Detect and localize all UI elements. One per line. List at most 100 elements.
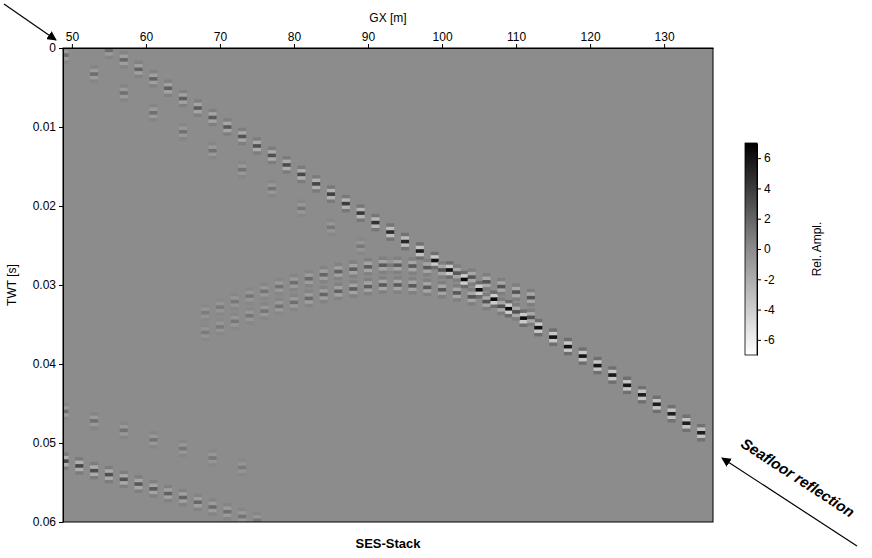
wavelet-sidelobe [90, 76, 98, 80]
wavelet [231, 320, 239, 324]
wavelet-sidelobe [549, 332, 557, 336]
wavelet-sidelobe [460, 281, 468, 285]
wavelet-sidelobe [164, 495, 172, 499]
wavelet-sidelobe [386, 257, 394, 261]
wavelet-sidelobe [90, 65, 98, 69]
wavelet-sidelobe [120, 51, 128, 55]
wavelet [453, 271, 461, 275]
wavelet-sidelobe [512, 303, 520, 307]
wavelet-sidelobe [290, 277, 298, 281]
chart-svg: 506070809010011012013000.010.020.030.040… [0, 0, 872, 558]
wavelet-sidelobe [194, 113, 202, 117]
wavelet-sidelobe [497, 292, 505, 296]
wavelet [394, 283, 402, 287]
y-tick-mark [59, 285, 63, 286]
wavelet-sidelobe [290, 294, 298, 298]
colorbar-tick-mark [757, 249, 761, 250]
wavelet [357, 245, 365, 249]
wavelet [179, 97, 187, 101]
wavelet-sidelobe [527, 292, 535, 296]
colorbar-tick: 2 [757, 212, 771, 226]
x-tick-mark [368, 44, 369, 48]
wavelet-sidelobe [216, 318, 224, 322]
wavelet [527, 296, 535, 300]
wavelet-sidelobe [527, 309, 535, 313]
colorbar-tick: -4 [757, 303, 775, 317]
x-tick: 50 [66, 30, 80, 48]
wavelet-sidelobe [431, 262, 439, 266]
wavelet [223, 510, 231, 513]
wavelet [505, 307, 513, 311]
wavelet [453, 291, 461, 295]
wavelet-sidelobe [297, 210, 305, 214]
wavelet-sidelobe [149, 431, 157, 435]
wavelet-sidelobe [327, 233, 335, 237]
wavelet-sidelobe [305, 290, 313, 294]
y-tick-mark [59, 48, 63, 49]
wavelet [697, 431, 705, 435]
wavelet [423, 286, 431, 290]
wavelet-sidelobe [268, 190, 276, 194]
wavelet-sidelobe [423, 293, 431, 297]
wavelet-sidelobe [223, 122, 231, 126]
wavelet [312, 182, 320, 186]
wavelet-sidelobe [305, 304, 313, 308]
wavelet-sidelobe [519, 309, 527, 313]
wavelet-sidelobe [223, 129, 231, 133]
wavelet-sidelobe [357, 252, 365, 256]
y-tick-mark [59, 443, 63, 444]
wavelet-sidelobe [453, 295, 461, 299]
x-tick-mark [294, 44, 295, 48]
wavelet-sidelobe [105, 476, 113, 480]
y-tick-label: 0.06 [33, 515, 57, 529]
wavelet-sidelobe [105, 56, 113, 60]
wavelet-sidelobe [238, 508, 246, 512]
wavelet-sidelobe [505, 300, 513, 304]
y-axis-title: TWT [s] [5, 264, 19, 306]
wavelet [438, 288, 446, 292]
wavelet-sidelobe [653, 410, 661, 414]
wavelet-sidelobe [201, 324, 209, 328]
wavelet-sidelobe [638, 390, 646, 394]
wavelet [283, 163, 291, 167]
wavelet-sidelobe [297, 180, 305, 184]
wavelet-sidelobe [438, 291, 446, 295]
wavelet-sidelobe [668, 419, 676, 423]
wavelet-sidelobe [105, 52, 113, 56]
wavelet-sidelobe [194, 508, 202, 512]
colorbar-tick-label: 4 [764, 182, 771, 196]
wavelet-sidelobe [364, 281, 372, 285]
wavelet-sidelobe [75, 471, 83, 475]
wavelet-sidelobe [364, 288, 372, 292]
wavelet-sidelobe [216, 302, 224, 306]
wavelet-sidelobe [149, 70, 157, 74]
wavelet-sidelobe [194, 110, 202, 114]
wavelet-sidelobe [638, 386, 646, 390]
wavelet [416, 249, 424, 253]
annotation-arrow [722, 458, 857, 546]
wavelet-sidelobe [260, 302, 268, 306]
x-tick: 80 [288, 30, 302, 48]
colorbar-tick-mark [757, 158, 761, 159]
wavelet-sidelobe [468, 299, 476, 303]
wavelet-sidelobe [349, 264, 357, 268]
wavelet-sidelobe [164, 485, 172, 489]
wavelet-sidelobe [135, 475, 143, 479]
x-tick-mark [220, 44, 221, 48]
wavelet [223, 125, 231, 129]
wavelet-sidelobe [594, 367, 602, 371]
wavelet-sidelobe [120, 95, 128, 99]
wavelet-sidelobe [445, 275, 453, 279]
wavelet-sidelobe [549, 339, 557, 343]
wavelet-sidelobe [490, 301, 498, 305]
wavelet-sidelobe [246, 287, 254, 291]
wavelet-sidelobe [371, 217, 379, 221]
wavelet-sidelobe [401, 236, 409, 240]
wavelet [512, 310, 520, 314]
wavelet-sidelobe [475, 291, 483, 295]
wavelet-sidelobe [283, 167, 291, 171]
wavelet-sidelobe [497, 312, 505, 316]
wavelet [164, 87, 172, 91]
wavelet-sidelobe [290, 274, 298, 278]
plot-frame [63, 48, 713, 522]
